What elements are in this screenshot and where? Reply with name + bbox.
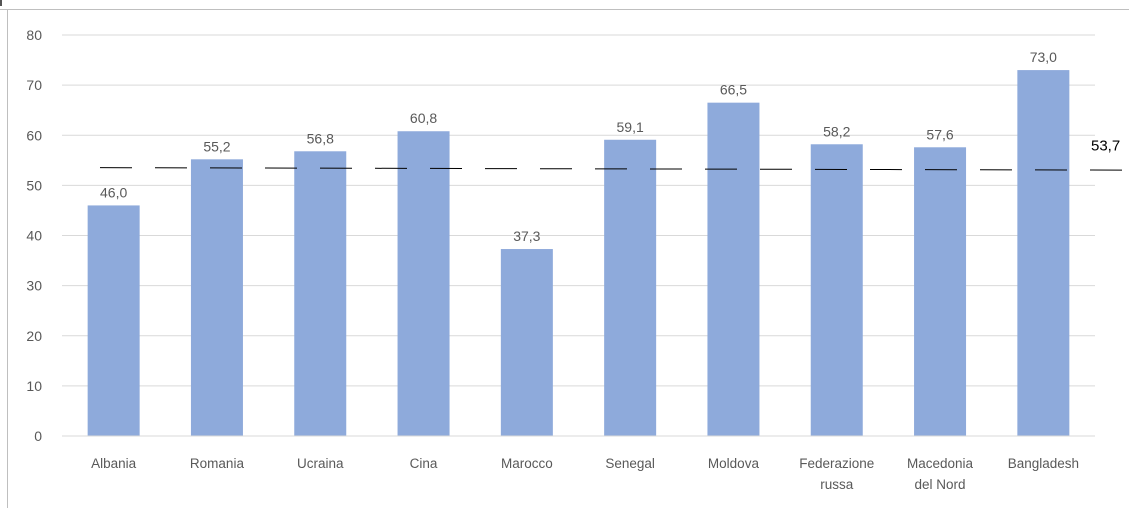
y-tick-label: 40 (26, 228, 42, 244)
x-tick-label: Romania (190, 456, 245, 471)
x-tick-label: Moldova (708, 456, 760, 471)
y-tick-label: 0 (34, 428, 42, 444)
y-tick-label: 70 (26, 77, 42, 93)
data-label: 66,5 (720, 82, 747, 98)
chart-left-border (7, 9, 8, 508)
reference-line-dash (99, 167, 1129, 171)
data-label: 55,2 (203, 138, 230, 154)
y-tick-label: 20 (26, 328, 42, 344)
bar (294, 151, 347, 437)
data-label: 73,0 (1030, 49, 1057, 65)
reference-line-label-group: 53,7 (1091, 138, 1120, 155)
data-label: 37,3 (513, 228, 540, 244)
bar (500, 249, 553, 436)
x-axis-ticks: Albania Romania Ucraina Cina Marocco Senegal M… (91, 456, 1079, 492)
corner-mark (0, 0, 2, 6)
bars (87, 70, 1070, 437)
y-tick-label: 60 (26, 127, 42, 143)
y-tick-label: 50 (26, 177, 42, 193)
x-tick-label: Albania (91, 456, 137, 471)
y-tick-label: 10 (26, 378, 42, 394)
data-labels: 46,0 55,2 56,8 60,8 37,3 59,1 66,5 58,2 57,6 73,0 (100, 49, 1057, 244)
x-tick-label: Federazione (799, 456, 874, 471)
x-tick-label: Macedonia (907, 456, 974, 471)
bar (707, 102, 760, 436)
x-tick-label: Cina (410, 456, 438, 471)
y-tick-label: 30 (26, 278, 42, 294)
y-axis-ticks: 0 10 20 30 40 50 60 70 80 (26, 27, 42, 444)
bar (810, 144, 863, 436)
bar (914, 147, 967, 436)
reference-line (99, 167, 1129, 171)
bar (604, 139, 657, 437)
y-tick-label: 80 (26, 27, 42, 43)
data-label: 60,8 (410, 110, 437, 126)
data-label: 56,8 (307, 130, 334, 146)
data-label: 59,1 (617, 119, 644, 135)
x-tick-label: del Nord (915, 477, 966, 492)
x-tick-label: Marocco (501, 456, 553, 471)
bar (397, 131, 450, 437)
x-tick-label: Ucraina (297, 456, 344, 471)
data-label: 46,0 (100, 184, 127, 200)
x-tick-label: Senegal (605, 456, 655, 471)
chart-top-border (0, 9, 1129, 10)
bar (1017, 70, 1070, 437)
data-label: 58,2 (823, 123, 850, 139)
x-tick-label: russa (820, 477, 854, 492)
bar (87, 205, 140, 436)
data-label: 57,6 (926, 126, 953, 142)
x-tick-label: Bangladesh (1008, 456, 1079, 471)
bar (190, 159, 243, 436)
reference-line-label: 53,7 (1091, 138, 1120, 155)
